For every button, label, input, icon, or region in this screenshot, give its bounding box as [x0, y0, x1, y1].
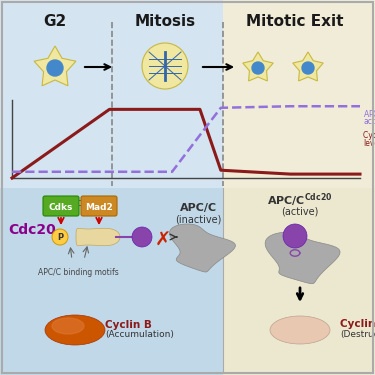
Circle shape — [52, 229, 68, 245]
Polygon shape — [243, 52, 273, 81]
Ellipse shape — [52, 318, 84, 334]
Text: APC/C: APC/C — [179, 203, 217, 213]
Text: G2: G2 — [44, 14, 67, 29]
Ellipse shape — [270, 316, 330, 344]
Ellipse shape — [45, 315, 105, 345]
Bar — [223, 0, 375, 188]
Text: Cyclin B: Cyclin B — [363, 132, 375, 141]
Text: APC/C$\mathregular{^{Cdc20}}$: APC/C$\mathregular{^{Cdc20}}$ — [363, 108, 375, 120]
Text: Mad2: Mad2 — [85, 202, 113, 211]
Text: Cdks: Cdks — [49, 202, 73, 211]
Text: Mitotic Entry: Mitotic Entry — [49, 198, 111, 208]
Polygon shape — [293, 52, 323, 81]
Bar — [0, 0, 223, 188]
Circle shape — [132, 227, 152, 247]
Circle shape — [283, 224, 307, 248]
Text: Cyclin B: Cyclin B — [105, 320, 152, 330]
Polygon shape — [76, 228, 120, 246]
Text: activity: activity — [363, 117, 375, 126]
Text: P: P — [57, 232, 63, 242]
Text: (inactive): (inactive) — [175, 214, 221, 224]
Polygon shape — [265, 232, 340, 284]
Text: (Accumulation): (Accumulation) — [105, 330, 174, 339]
Text: ✗: ✗ — [155, 231, 171, 249]
Bar — [0, 188, 223, 375]
Text: (Destruction): (Destruction) — [340, 330, 375, 339]
Ellipse shape — [302, 62, 314, 74]
Ellipse shape — [47, 60, 63, 76]
Ellipse shape — [252, 62, 264, 74]
Text: Mitosis: Mitosis — [134, 14, 196, 29]
Text: Cyclin B: Cyclin B — [340, 319, 375, 329]
Polygon shape — [34, 46, 76, 86]
Text: Cdc20: Cdc20 — [8, 223, 56, 237]
Bar — [223, 188, 375, 375]
Text: APC/C$\mathregular{^{Cdc20}}$: APC/C$\mathregular{^{Cdc20}}$ — [267, 191, 333, 209]
FancyBboxPatch shape — [81, 196, 117, 216]
FancyBboxPatch shape — [43, 196, 79, 216]
Text: APC/C binding motifs: APC/C binding motifs — [38, 268, 118, 277]
Polygon shape — [170, 224, 236, 272]
Text: (active): (active) — [281, 207, 319, 217]
Text: levels: levels — [363, 140, 375, 148]
Circle shape — [142, 43, 188, 89]
Text: Mitotic Exit: Mitotic Exit — [246, 14, 344, 29]
